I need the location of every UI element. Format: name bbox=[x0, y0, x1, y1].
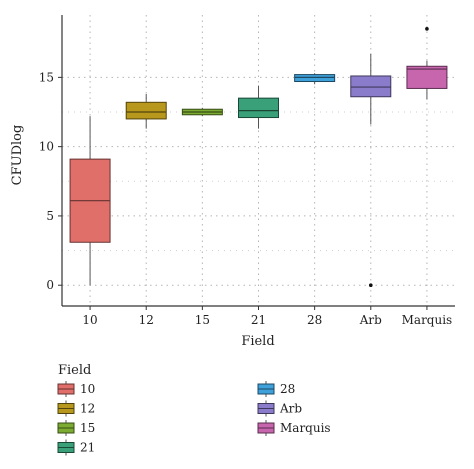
legend-item: 12 bbox=[57, 400, 95, 417]
x-tick-label: 28 bbox=[307, 313, 322, 327]
legend-item: 10 bbox=[57, 381, 95, 397]
legend-label: 21 bbox=[80, 441, 95, 455]
legend-label: 12 bbox=[80, 402, 95, 416]
legend-label: Arb bbox=[279, 402, 302, 416]
y-tick-label: 5 bbox=[46, 209, 54, 223]
plot-area: 0 5 10 15 10 12 15 21 28 Arb Marquis bbox=[39, 15, 455, 327]
box-iqr bbox=[294, 74, 336, 83]
box-28 bbox=[294, 73, 336, 85]
legend-item: 28 bbox=[257, 381, 295, 397]
y-axis-title: CFUDlog bbox=[10, 125, 25, 186]
y-tick-label: 0 bbox=[46, 278, 54, 292]
x-tick-label: Marquis bbox=[402, 313, 453, 327]
x-tick-label: 21 bbox=[251, 313, 266, 327]
legend-label: 15 bbox=[80, 421, 95, 435]
box-iqr bbox=[238, 97, 279, 119]
y-tick-label: 10 bbox=[39, 140, 54, 154]
y-tick-label: 15 bbox=[39, 70, 54, 84]
x-tick-label: Arb bbox=[359, 313, 382, 327]
legend: Field 10 12 15 21 28 Arb Marquis bbox=[57, 363, 331, 456]
box-iqr bbox=[125, 101, 167, 120]
x-tick-label: 15 bbox=[195, 313, 210, 327]
box-Arb bbox=[350, 53, 392, 288]
legend-title: Field bbox=[58, 363, 91, 378]
box-21 bbox=[238, 85, 279, 129]
legend-label: 10 bbox=[80, 382, 95, 396]
box-10 bbox=[69, 116, 111, 286]
legend-item: 15 bbox=[57, 420, 95, 436]
x-tick-label: 10 bbox=[82, 313, 97, 327]
box-iqr bbox=[350, 75, 392, 98]
x-axis-title: Field bbox=[241, 334, 274, 349]
box-15 bbox=[181, 107, 223, 117]
legend-label: 28 bbox=[280, 382, 295, 396]
box-12 bbox=[125, 93, 167, 129]
legend-label: Marquis bbox=[280, 421, 331, 435]
outlier-point bbox=[425, 27, 429, 31]
legend-item: 21 bbox=[57, 439, 95, 456]
x-tick-label: 12 bbox=[139, 313, 154, 327]
legend-item: Arb bbox=[257, 400, 302, 417]
legend-item: Marquis bbox=[257, 420, 331, 436]
outlier-point bbox=[368, 283, 373, 288]
box-Marquis bbox=[406, 27, 448, 100]
box-iqr bbox=[406, 65, 448, 89]
